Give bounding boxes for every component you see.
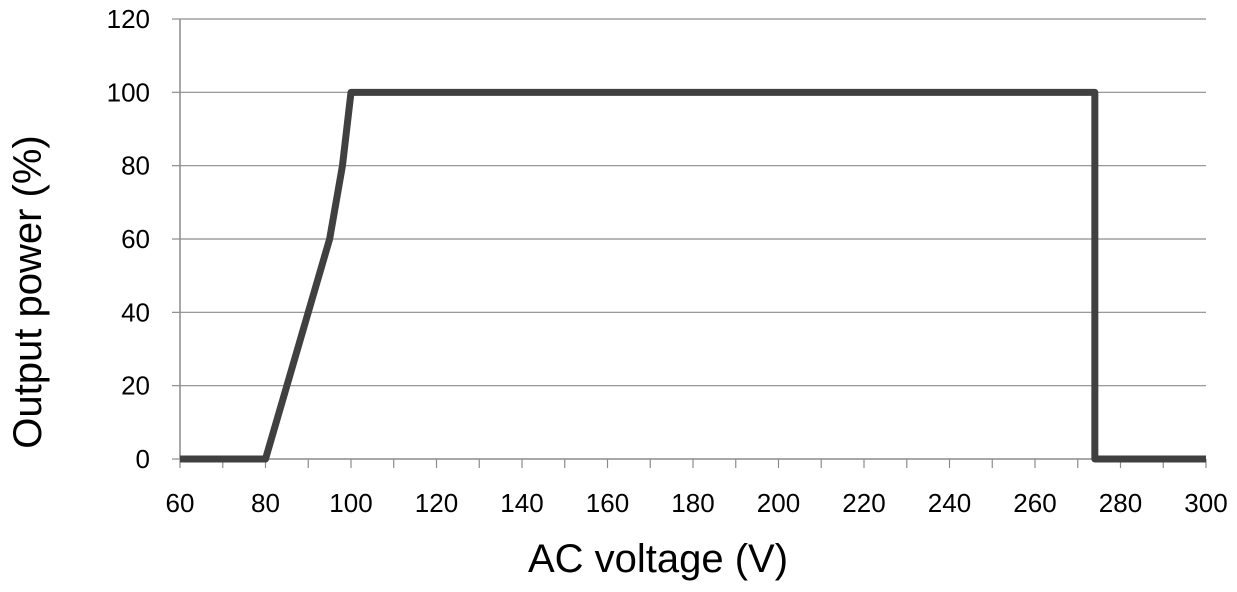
y-tick-label-40: 40 bbox=[121, 297, 150, 327]
x-tick-label-200: 200 bbox=[757, 488, 800, 518]
y-tick-label-20: 20 bbox=[121, 371, 150, 401]
y-tick-labels: 0 20 40 60 80 100 120 bbox=[107, 4, 150, 474]
series bbox=[180, 88, 1206, 463]
x-tick-label-180: 180 bbox=[671, 488, 714, 518]
y-tick-label-0: 0 bbox=[136, 444, 150, 474]
x-tick-label-220: 220 bbox=[842, 488, 885, 518]
x-axis-title: AC voltage (V) bbox=[528, 537, 788, 581]
x-tick-labels: 60 80 100 120 140 160 180 200 220 240 260 280 300 bbox=[166, 488, 1228, 518]
x-tick-label-280: 280 bbox=[1099, 488, 1142, 518]
x-tick-label-140: 140 bbox=[500, 488, 543, 518]
x-tick-label-120: 120 bbox=[415, 488, 458, 518]
y-axis-title: Output power (%) bbox=[6, 135, 50, 448]
series-line-1 bbox=[180, 88, 1206, 463]
x-tick-label-240: 240 bbox=[928, 488, 971, 518]
x-tick-label-300: 300 bbox=[1184, 488, 1227, 518]
x-tick-label-60: 60 bbox=[166, 488, 195, 518]
y-tick-label-60: 60 bbox=[121, 224, 150, 254]
x-tick-label-80: 80 bbox=[251, 488, 280, 518]
y-tick-label-80: 80 bbox=[121, 151, 150, 181]
y-tick-label-120: 120 bbox=[107, 4, 150, 34]
x-tick-label-160: 160 bbox=[586, 488, 629, 518]
x-tick-label-100: 100 bbox=[329, 488, 372, 518]
axes bbox=[172, 18, 1207, 468]
y-tick-label-100: 100 bbox=[107, 77, 150, 107]
x-tick-label-260: 260 bbox=[1013, 488, 1056, 518]
